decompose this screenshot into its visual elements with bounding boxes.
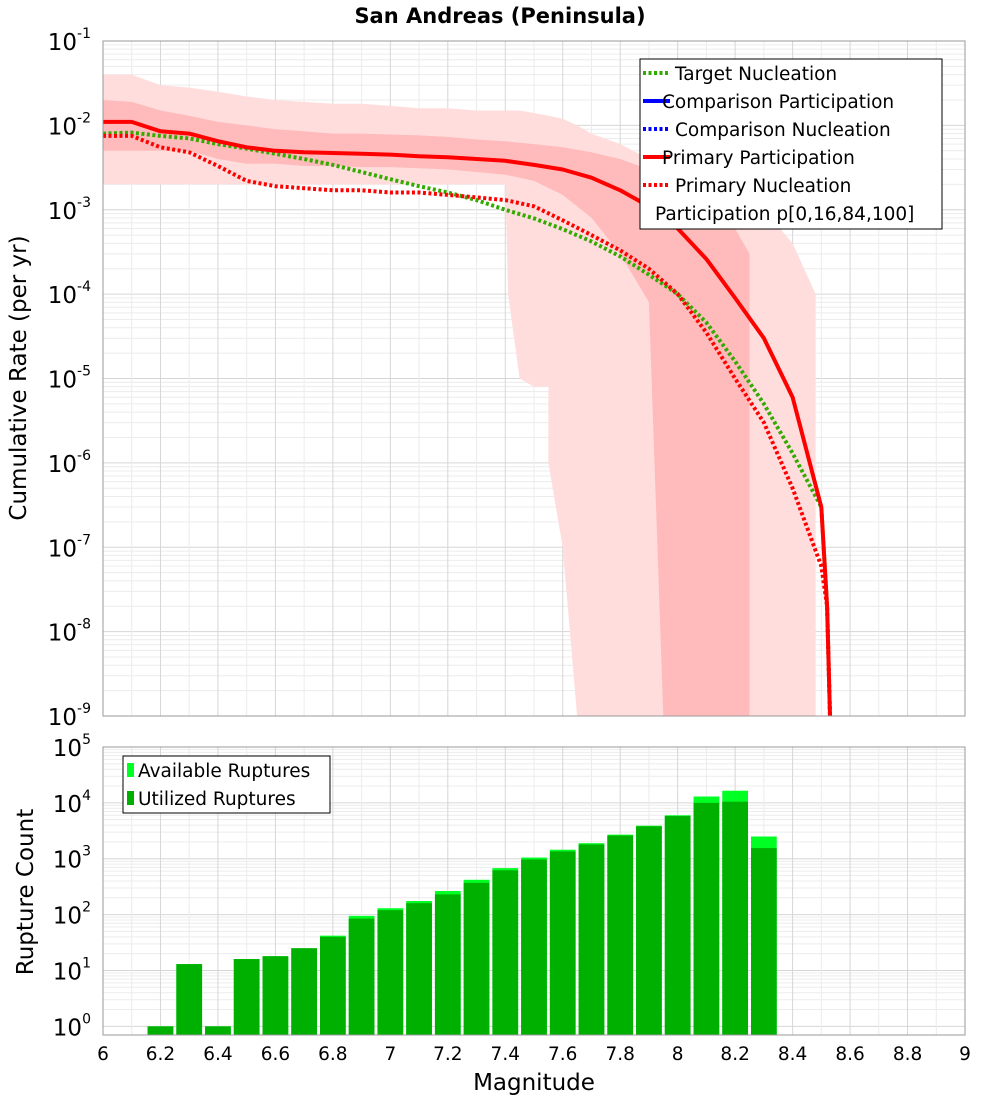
- bar-utilized-ruptures: [291, 948, 317, 1035]
- bar-utilized-ruptures: [147, 1026, 174, 1035]
- bottom-legend: Available Ruptures Utilized Ruptures: [122, 755, 331, 814]
- bar-utilized-ruptures: [722, 801, 748, 1035]
- top-legend-box: [639, 58, 943, 230]
- legend-label: Primary Participation: [662, 148, 855, 169]
- bar-utilized-ruptures: [205, 1026, 231, 1035]
- x-tick-label: 8.2: [720, 1044, 749, 1065]
- bar-utilized-ruptures: [549, 851, 576, 1035]
- bar-utilized-ruptures: [348, 918, 375, 1035]
- bar-utilized-ruptures: [434, 894, 461, 1035]
- x-tick-labels: 6 6.2 6.4 6.6 6.8 7 7.2 7.4 7.6 7.8 8 8.2 8.4 8.6 8.8 9: [97, 1044, 971, 1065]
- x-tick-label: 8.8: [893, 1044, 922, 1065]
- x-tick-label: 6.6: [261, 1044, 290, 1065]
- bottom-legend-box: [122, 755, 331, 814]
- x-tick-label: 8: [672, 1044, 684, 1065]
- legend-label: Comparison Nucleation: [675, 120, 891, 141]
- y-tick-label: 10-3: [48, 195, 91, 225]
- legend-swatch: [127, 791, 134, 805]
- rupture-bars: [147, 790, 777, 1035]
- bar-utilized-ruptures: [262, 956, 289, 1035]
- y-tick-label: 10-9: [48, 701, 91, 731]
- bar-utilized-ruptures: [406, 903, 432, 1035]
- bar-utilized-ruptures: [636, 826, 662, 1035]
- bar-utilized-ruptures: [463, 882, 490, 1035]
- y-tick-label: 10-2: [48, 110, 91, 140]
- top-legend: Target Nucleation Comparison Participatio…: [639, 58, 943, 230]
- x-tick-label: 8.4: [778, 1044, 807, 1065]
- legend-label: Participation p[0,16,84,100]: [655, 204, 914, 225]
- legend-label: Primary Nucleation: [675, 176, 851, 197]
- y-tick-label: 102: [53, 900, 91, 930]
- bar-utilized-ruptures: [521, 859, 547, 1035]
- x-tick-label: 6: [97, 1044, 109, 1065]
- x-tick-label: 7.4: [491, 1044, 520, 1065]
- top-y-tick-labels: 10-9 10-8 10-7 10-6 10-5 10-4 10-3 10-2 10-1: [48, 26, 91, 731]
- y-tick-label: 100: [53, 1011, 91, 1041]
- legend-label: Utilized Ruptures: [138, 789, 296, 810]
- legend-label: Target Nucleation: [674, 64, 837, 85]
- bottom-y-axis-label: Rupture Count: [13, 809, 39, 975]
- series-line-primary-nucleation: [103, 133, 832, 717]
- x-tick-label: 7.8: [605, 1044, 634, 1065]
- bar-utilized-ruptures: [176, 964, 203, 1035]
- y-tick-label: 10-7: [48, 532, 91, 562]
- y-tick-label: 10-8: [48, 617, 91, 647]
- x-tick-label: 9: [959, 1044, 971, 1065]
- bar-utilized-ruptures: [320, 936, 346, 1035]
- legend-label: Available Ruptures: [138, 761, 310, 782]
- y-tick-label: 103: [53, 844, 91, 874]
- y-tick-label: 10-1: [48, 26, 91, 56]
- top-y-axis-label: Cumulative Rate (per yr): [6, 235, 32, 520]
- y-tick-label: 101: [53, 955, 91, 985]
- bar-utilized-ruptures: [492, 870, 519, 1035]
- y-tick-label: 10-4: [48, 279, 91, 309]
- bar-utilized-ruptures: [607, 835, 634, 1035]
- participation-bands: [103, 74, 816, 717]
- bar-utilized-ruptures: [377, 910, 404, 1035]
- bottom-y-tick-labels: 100 101 102 103 104 105: [53, 732, 91, 1041]
- x-tick-label: 8.6: [835, 1044, 864, 1065]
- x-tick-label: 7: [384, 1044, 396, 1065]
- x-tick-label: 6.4: [203, 1044, 232, 1065]
- bar-utilized-ruptures: [693, 802, 720, 1035]
- bar-utilized-ruptures: [751, 848, 777, 1035]
- legend-swatch: [127, 763, 134, 777]
- chart-title: San Andreas (Peninsula): [354, 4, 645, 28]
- y-tick-label: 10-6: [48, 448, 91, 478]
- bar-utilized-ruptures: [233, 959, 260, 1035]
- x-tick-label: 7.2: [433, 1044, 462, 1065]
- y-tick-label: 10-5: [48, 364, 91, 394]
- bar-utilized-ruptures: [578, 844, 605, 1035]
- rate-series: [102, 119, 832, 717]
- series-line-primary-participation: [103, 119, 832, 717]
- top-plot-frame: [102, 40, 966, 717]
- participation-band-1: [103, 100, 750, 716]
- legend-label: Comparison Participation: [662, 92, 894, 113]
- y-tick-label: 105: [53, 732, 91, 762]
- x-tick-label: 7.6: [548, 1044, 577, 1065]
- bottom-plot-frame: [102, 746, 966, 1036]
- x-tick-label: 6.8: [318, 1044, 347, 1065]
- x-axis-label: Magnitude: [473, 1070, 595, 1096]
- bar-utilized-ruptures: [664, 816, 691, 1035]
- x-tick-label: 6.2: [146, 1044, 175, 1065]
- y-tick-label: 104: [53, 788, 91, 818]
